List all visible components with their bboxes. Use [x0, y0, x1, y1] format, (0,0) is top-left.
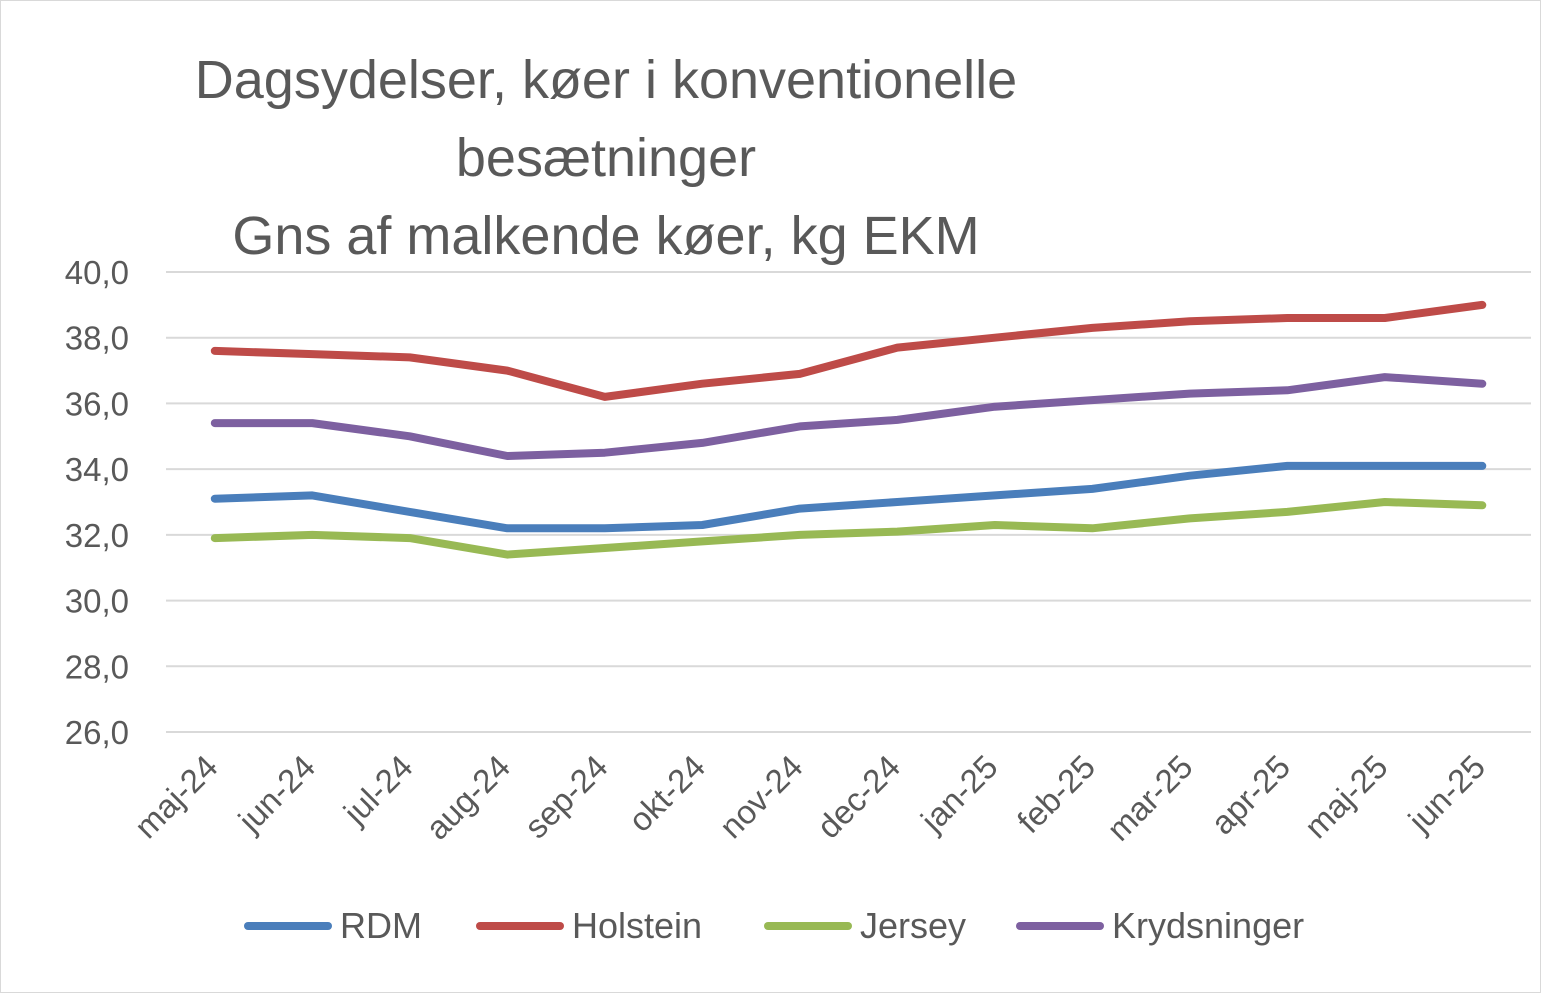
legend-label: Holstein — [572, 905, 703, 946]
legend-swatch — [764, 922, 852, 930]
y-tick-label: 38,0 — [65, 320, 129, 357]
x-tick-label: feb-25 — [1010, 748, 1102, 840]
x-tick-label: maj-24 — [127, 748, 224, 845]
y-tick-label: 28,0 — [65, 648, 129, 685]
chart-title: Dagsydelser, køer i konventionelle besæt… — [61, 41, 1151, 275]
legend: RDM Holstein Jersey Krydsninger — [1, 899, 1541, 953]
x-tick-label: mar-25 — [1100, 748, 1200, 848]
series-line-rdm — [210, 461, 1487, 533]
y-tick-label: 26,0 — [65, 714, 129, 751]
legend-item-rdm: RDM — [244, 899, 422, 953]
x-tick-label: dec-24 — [810, 748, 908, 846]
x-tick-label: okt-24 — [621, 748, 712, 839]
x-tick-label: jul-24 — [336, 748, 420, 832]
legend-swatch — [1016, 922, 1104, 930]
legend-label: Jersey — [860, 905, 967, 946]
legend-label: RDM — [340, 905, 422, 946]
series-line-krydsninger — [210, 373, 1487, 460]
y-tick-label: 30,0 — [65, 583, 129, 620]
legend-label: Krydsninger — [1112, 905, 1305, 946]
legend-swatch — [476, 922, 564, 930]
series-line-holstein — [210, 300, 1487, 401]
legend-swatch — [244, 922, 332, 930]
legend-item-jersey: Jersey — [764, 899, 966, 953]
x-tick-label: maj-25 — [1297, 748, 1394, 845]
series-line-jersey — [210, 498, 1487, 559]
y-tick-label: 40,0 — [65, 254, 129, 291]
x-tick-label: jan-25 — [913, 748, 1005, 840]
legend-item-krydsninger: Krydsninger — [1016, 899, 1304, 953]
y-tick-label: 36,0 — [65, 385, 129, 422]
x-tick-label: sep-24 — [517, 748, 615, 846]
y-tick-label: 32,0 — [65, 517, 129, 554]
chart-title-line-3: Gns af malkende køer, kg EKM — [232, 206, 980, 266]
x-tick-label: nov-24 — [712, 748, 810, 846]
x-tick-label: jun-25 — [1400, 748, 1492, 840]
x-tick-label: aug-24 — [418, 748, 517, 847]
chart-title-line-1: Dagsydelser, køer i konventionelle — [194, 50, 1018, 110]
legend-item-holstein: Holstein — [476, 899, 702, 953]
x-tick-label: jun-24 — [230, 748, 322, 840]
x-tick-label: apr-25 — [1204, 748, 1298, 842]
y-tick-label: 34,0 — [65, 451, 129, 488]
chart-title-line-2: besætninger — [455, 128, 757, 188]
